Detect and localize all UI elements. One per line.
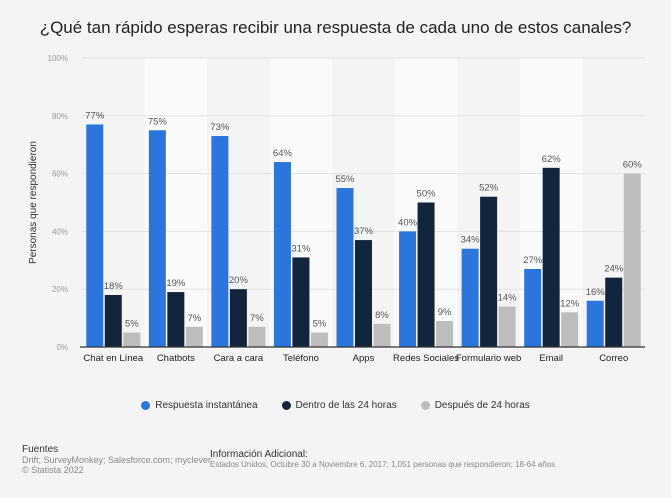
bar (336, 188, 354, 347)
y-tick-label: 80% (52, 112, 68, 121)
sources-block: Fuentes Drift; SurveyMonkey; Salesforce.… (22, 444, 211, 475)
bar (561, 312, 579, 347)
bar (586, 300, 604, 347)
info-block: Información Adicional: Estados Unidos, O… (210, 449, 555, 469)
data-label: 27% (523, 255, 543, 266)
legend-marker (420, 401, 430, 410)
data-label: 12% (560, 298, 580, 309)
bar (498, 306, 516, 347)
data-label: 8% (375, 310, 389, 321)
legend-item[interactable]: Después de 24 horas (420, 400, 530, 411)
chart-title: ¿Qué tan rápido esperas recibir una resp… (39, 18, 632, 37)
y-tick-label: 20% (52, 285, 68, 294)
sources-label: Fuentes (22, 444, 59, 455)
data-label: 19% (166, 278, 186, 289)
bar (310, 332, 328, 347)
y-tick-label: 100% (48, 54, 68, 63)
bar (167, 292, 185, 347)
data-label: 52% (479, 183, 499, 194)
legend-label: Respuesta instantánea (155, 400, 258, 411)
data-label: 75% (148, 116, 168, 127)
data-label: 14% (498, 293, 518, 304)
x-tick-label: Cara a cara (214, 353, 264, 364)
data-label: 18% (104, 281, 124, 292)
bar (248, 326, 266, 347)
data-label: 37% (354, 226, 374, 237)
bar-chart: 0% 20% 40% 60% 80% 100% Personas que respondie… (28, 54, 645, 364)
data-label: 5% (313, 319, 327, 330)
x-tick-label: Correo (599, 353, 628, 364)
data-label: 62% (542, 154, 562, 165)
bar (623, 173, 641, 347)
legend-item[interactable]: Dentro de las 24 horas (281, 400, 397, 411)
bar (229, 289, 247, 347)
copyright: © Statista 2022 (22, 465, 84, 475)
x-tick-label: Chatbots (157, 353, 195, 364)
bar (436, 320, 454, 347)
data-label: 50% (417, 189, 437, 200)
data-label: 34% (461, 235, 481, 246)
data-label: 20% (229, 275, 249, 286)
bar (292, 257, 310, 347)
info-text: Estados Unidos, Octubre 30 a Noviembre 6… (210, 460, 556, 469)
y-axis-label: Personas que respondieron (28, 141, 39, 264)
legend-label: Dentro de las 24 horas (295, 400, 397, 411)
data-label: 55% (335, 174, 355, 185)
bar (417, 202, 435, 347)
legend-marker (141, 401, 151, 410)
data-label: 64% (273, 148, 293, 159)
data-label: 77% (85, 110, 105, 121)
x-tick-label: Apps (353, 353, 375, 364)
bar (542, 167, 560, 347)
bar (461, 248, 479, 347)
data-label: 5% (125, 319, 139, 330)
legend-marker (281, 401, 291, 410)
data-label: 7% (187, 313, 201, 324)
x-tick-label: Teléfono (283, 353, 319, 364)
data-label: 73% (210, 122, 230, 133)
legend-label: Después de 24 horas (434, 400, 530, 411)
bar (355, 240, 372, 347)
bar (399, 231, 417, 347)
legend-item[interactable]: Respuesta instantánea (141, 400, 258, 411)
x-tick-label: Formulario web (456, 353, 521, 364)
y-tick-label: 60% (52, 170, 68, 179)
info-label: Información Adicional: (210, 449, 308, 460)
y-tick-label: 0% (56, 343, 68, 352)
data-label: 60% (623, 160, 643, 171)
y-tick-label: 40% (52, 227, 68, 236)
bar (524, 268, 542, 347)
data-label: 9% (438, 307, 452, 318)
x-tick-label: Chat en Línea (83, 353, 143, 364)
data-label: 24% (604, 264, 624, 275)
bar (86, 124, 104, 347)
bar (605, 277, 623, 347)
legend: Respuesta instantánea Dentro de las 24 ho… (0, 400, 671, 411)
data-label: 7% (250, 313, 264, 324)
bar (185, 326, 203, 347)
data-label: 40% (398, 217, 418, 228)
sources-text: Drift; SurveyMonkey; Salesforce.com; myc… (22, 455, 212, 465)
x-tick-label: Redes Sociales (393, 353, 459, 364)
data-label: 16% (586, 287, 606, 298)
bar (211, 136, 229, 347)
bar (273, 162, 291, 347)
x-tick-label: Email (539, 353, 563, 364)
bar (148, 130, 166, 347)
bar (123, 332, 141, 347)
bar (480, 196, 498, 347)
data-label: 31% (291, 243, 311, 254)
bar (373, 323, 391, 347)
bar (104, 294, 122, 347)
